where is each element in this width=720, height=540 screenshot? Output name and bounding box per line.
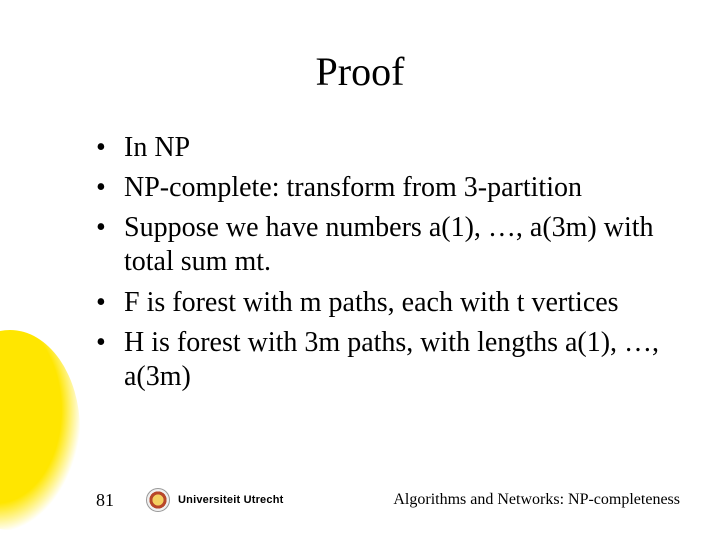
bullet-item: F is forest with m paths, each with t ve… <box>96 286 664 320</box>
bullet-item: NP-complete: transform from 3-partition <box>96 171 664 205</box>
bullet-list: In NP NP-complete: transform from 3-part… <box>96 131 664 394</box>
slide-number: 81 <box>96 490 114 511</box>
slide-footer: 81 Universiteit Utrecht Algorithms and N… <box>0 488 720 512</box>
university-logo: Universiteit Utrecht <box>146 488 283 512</box>
bullet-item: Suppose we have numbers a(1), …, a(3m) w… <box>96 211 664 279</box>
bullet-item: H is forest with 3m paths, with lengths … <box>96 326 664 394</box>
slide-title: Proof <box>0 0 720 131</box>
footer-right-text: Algorithms and Networks: NP-completeness <box>393 491 680 509</box>
logo-text: Universiteit Utrecht <box>178 494 283 506</box>
slide: Proof In NP NP-complete: transform from … <box>0 0 720 540</box>
bullet-item: In NP <box>96 131 664 165</box>
logo-seal-icon <box>146 488 170 512</box>
slide-body: In NP NP-complete: transform from 3-part… <box>0 131 720 394</box>
